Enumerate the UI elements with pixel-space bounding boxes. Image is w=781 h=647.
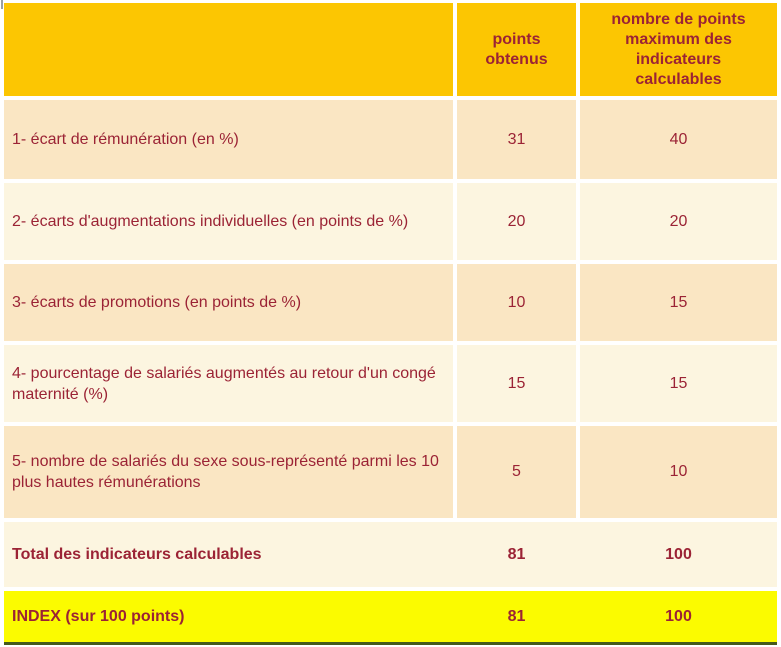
row-label: 4- pourcentage de salariés augmentés au … bbox=[4, 345, 453, 422]
header-empty-cell bbox=[4, 3, 453, 96]
total-label: Total des indicateurs calculables bbox=[12, 546, 262, 563]
points-obtained-cell: 15 bbox=[457, 345, 576, 422]
corner-artifact bbox=[1, 0, 3, 9]
max-points-cell: 10 bbox=[580, 426, 777, 518]
max-points-cell: 40 bbox=[580, 100, 777, 179]
table-row-indicator-1: 1- écart de rémunération (en %) 31 40 bbox=[4, 100, 777, 179]
table-row-indicator-3: 3- écarts de promotions (en points de %)… bbox=[4, 264, 777, 341]
row-label: 2- écarts d'augmentations individuelles … bbox=[4, 183, 453, 260]
points-obtained-cell: 31 bbox=[457, 100, 576, 179]
table-header-row: points obtenus nombre de points maximum … bbox=[4, 3, 777, 96]
table-row-total: Total des indicateurs calculables 81 100 bbox=[4, 522, 777, 587]
header-max-points: nombre de points maximum des indicateurs… bbox=[580, 3, 777, 96]
points-obtained-cell: 20 bbox=[457, 183, 576, 260]
index-max-cell: 100 bbox=[665, 607, 692, 625]
bottom-border-line bbox=[4, 642, 777, 645]
table-row-indicator-4: 4- pourcentage de salariés augmentés au … bbox=[4, 345, 777, 422]
total-points-cell: 81 bbox=[507, 545, 526, 563]
row-label: 1- écart de rémunération (en %) bbox=[4, 100, 453, 179]
max-points-cell: 20 bbox=[580, 183, 777, 260]
header-points-obtenus: points obtenus bbox=[457, 3, 576, 96]
indicators-table: points obtenus nombre de points maximum … bbox=[4, 3, 777, 642]
table-row-index: INDEX (sur 100 points) 81 100 bbox=[4, 591, 777, 642]
row-label: 3- écarts de promotions (en points de %) bbox=[4, 264, 453, 341]
total-max-cell: 100 bbox=[665, 545, 692, 563]
points-obtained-cell: 10 bbox=[457, 264, 576, 341]
index-points-cell: 81 bbox=[507, 607, 526, 625]
points-obtained-cell: 5 bbox=[457, 426, 576, 518]
table-row-indicator-2: 2- écarts d'augmentations individuelles … bbox=[4, 183, 777, 260]
index-label: INDEX (sur 100 points) bbox=[12, 608, 185, 625]
row-label: 5- nombre de salariés du sexe sous-repré… bbox=[4, 426, 453, 518]
max-points-cell: 15 bbox=[580, 264, 777, 341]
table-row-indicator-5: 5- nombre de salariés du sexe sous-repré… bbox=[4, 426, 777, 518]
max-points-cell: 15 bbox=[580, 345, 777, 422]
